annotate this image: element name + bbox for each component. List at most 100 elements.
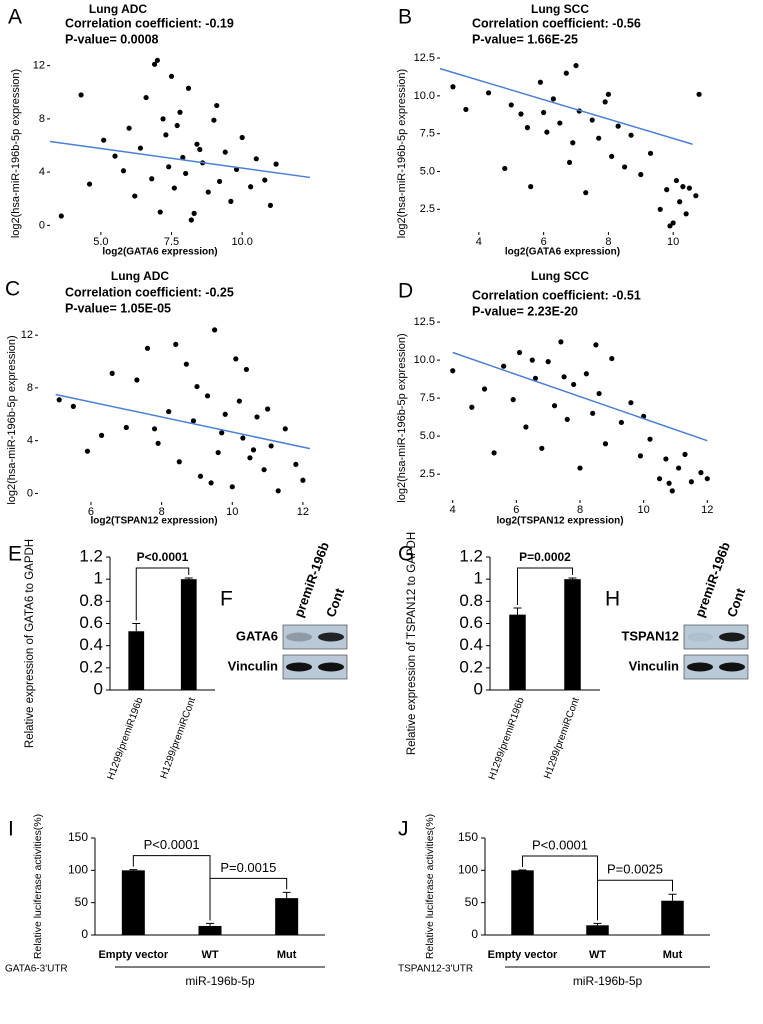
x-tick-label: WT [589,949,606,961]
x-tick-label: Empty vector [98,949,168,961]
point [563,70,569,76]
panel-label: A [8,6,22,29]
point [204,393,211,399]
bar [509,614,526,690]
point [233,356,239,362]
point [215,449,221,456]
point [590,410,596,416]
x-tick-label: 7.5 [164,236,179,248]
error-bar [568,577,577,580]
point [609,153,615,159]
x-tick-label: H1299/premiR196b [487,696,527,782]
point [469,404,475,410]
point [647,436,653,442]
point [273,161,279,167]
point [219,430,225,436]
y-tick-label: 1.2 [79,546,103,565]
point [222,149,228,155]
trend-line [55,393,311,450]
x-axis-label: log2(TSPAN12 expression) [496,516,623,527]
point [176,459,182,465]
y-tick-label: 5.0 [420,165,435,177]
x-tick-label: 6 [88,506,94,518]
point [143,94,149,101]
bar [661,900,684,935]
point [166,164,172,170]
point [265,406,271,412]
point [570,140,576,146]
y-axis-label: Relative luciferase activities(%) [32,814,44,959]
point [502,165,508,172]
bar [180,579,197,690]
point [704,476,710,482]
point [194,141,200,147]
point [275,488,281,494]
x-tick-label: 10 [667,236,679,248]
error-bar [668,893,677,901]
point [605,91,612,97]
point [583,190,589,196]
y-tick-label: 0.6 [459,613,483,632]
error-bar [129,869,138,871]
point [571,381,577,388]
x-tick-label: 4 [450,504,456,516]
x-tick-label: 6 [541,236,547,248]
annotation: P-value= 1.05E-05 [65,301,171,315]
x-tick-label: WT [201,949,218,961]
x-tick-label: 8 [605,236,611,248]
chart-title: Lung SCC [531,2,589,16]
point [188,217,194,223]
y-tick-label: 0.8 [459,591,483,610]
y-axis-label: log2(hsa-miR-196b-5p expression) [10,69,22,238]
point [126,125,132,131]
point [561,374,567,380]
panel-label: D [398,280,413,303]
point [194,383,200,390]
y-tick-label: 0.6 [79,613,103,632]
point [573,62,579,69]
lane-label: Cont [724,586,748,620]
annotation: P-value= 0.0008 [65,32,159,46]
y-tick-label: 0 [27,487,33,499]
y-tick-label: 0.2 [79,657,103,676]
y-tick-label: 7.5 [420,392,435,404]
y-tick-label: 50 [75,895,89,909]
x-tick-label: 12 [701,504,713,516]
y-tick-label: 8 [39,113,45,125]
point [667,223,673,229]
point [677,199,683,205]
point [267,202,274,208]
point [98,432,105,438]
panel-label: B [398,6,412,29]
point [300,477,306,483]
y-tick-label: 100 [458,863,478,877]
point [688,479,694,485]
point [602,441,609,447]
point [155,440,161,446]
chart-title: Lung SCC [531,269,589,283]
point [173,341,179,347]
annotation: Correlation coefficient: -0.19 [65,16,234,30]
annotation: P-value= 2.23E-20 [472,304,578,318]
y-tick-label: 5.0 [420,430,435,442]
y-tick-label: 2.5 [420,203,435,215]
construct-label: TSPAN12-3'UTR [398,964,473,975]
point [229,484,235,490]
error-bar [206,922,214,926]
y-tick-label: 0.4 [79,635,103,654]
point [663,456,669,462]
point [481,386,488,392]
y-tick-label: 1 [474,569,483,588]
point [628,400,634,406]
point [171,185,177,191]
point [657,206,663,212]
y-tick-label: 0.2 [459,657,483,676]
significance-label: P<0.0001 [137,550,189,564]
point [516,349,523,356]
point [583,371,589,377]
x-axis-label: log2(GATA6 expression) [102,247,217,258]
y-tick-label: 12.5 [414,52,435,64]
x-tick-label: 10 [638,504,650,516]
point [101,137,107,143]
